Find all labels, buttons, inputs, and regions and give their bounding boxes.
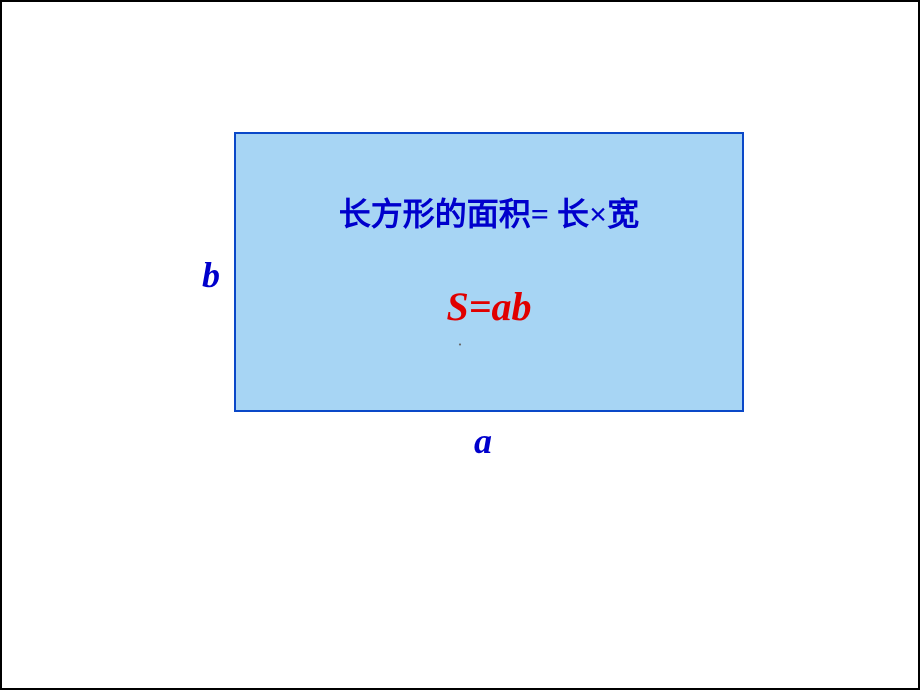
label-a: a — [474, 420, 492, 462]
area-definition-left: 长方形的面积= — [339, 196, 549, 232]
rectangle-content: 长方形的面积= 长×宽 S=ab — [236, 134, 742, 410]
slide-frame: 长方形的面积= 长×宽 S=ab b a · — [0, 0, 920, 690]
area-formula: S=ab — [446, 283, 531, 330]
area-definition: 长方形的面积= 长×宽 — [339, 189, 640, 235]
area-definition-right: 长×宽 — [557, 196, 639, 232]
center-dot-icon: · — [457, 335, 463, 356]
rectangle-shape: 长方形的面积= 长×宽 S=ab — [234, 132, 744, 412]
label-b: b — [202, 254, 220, 296]
